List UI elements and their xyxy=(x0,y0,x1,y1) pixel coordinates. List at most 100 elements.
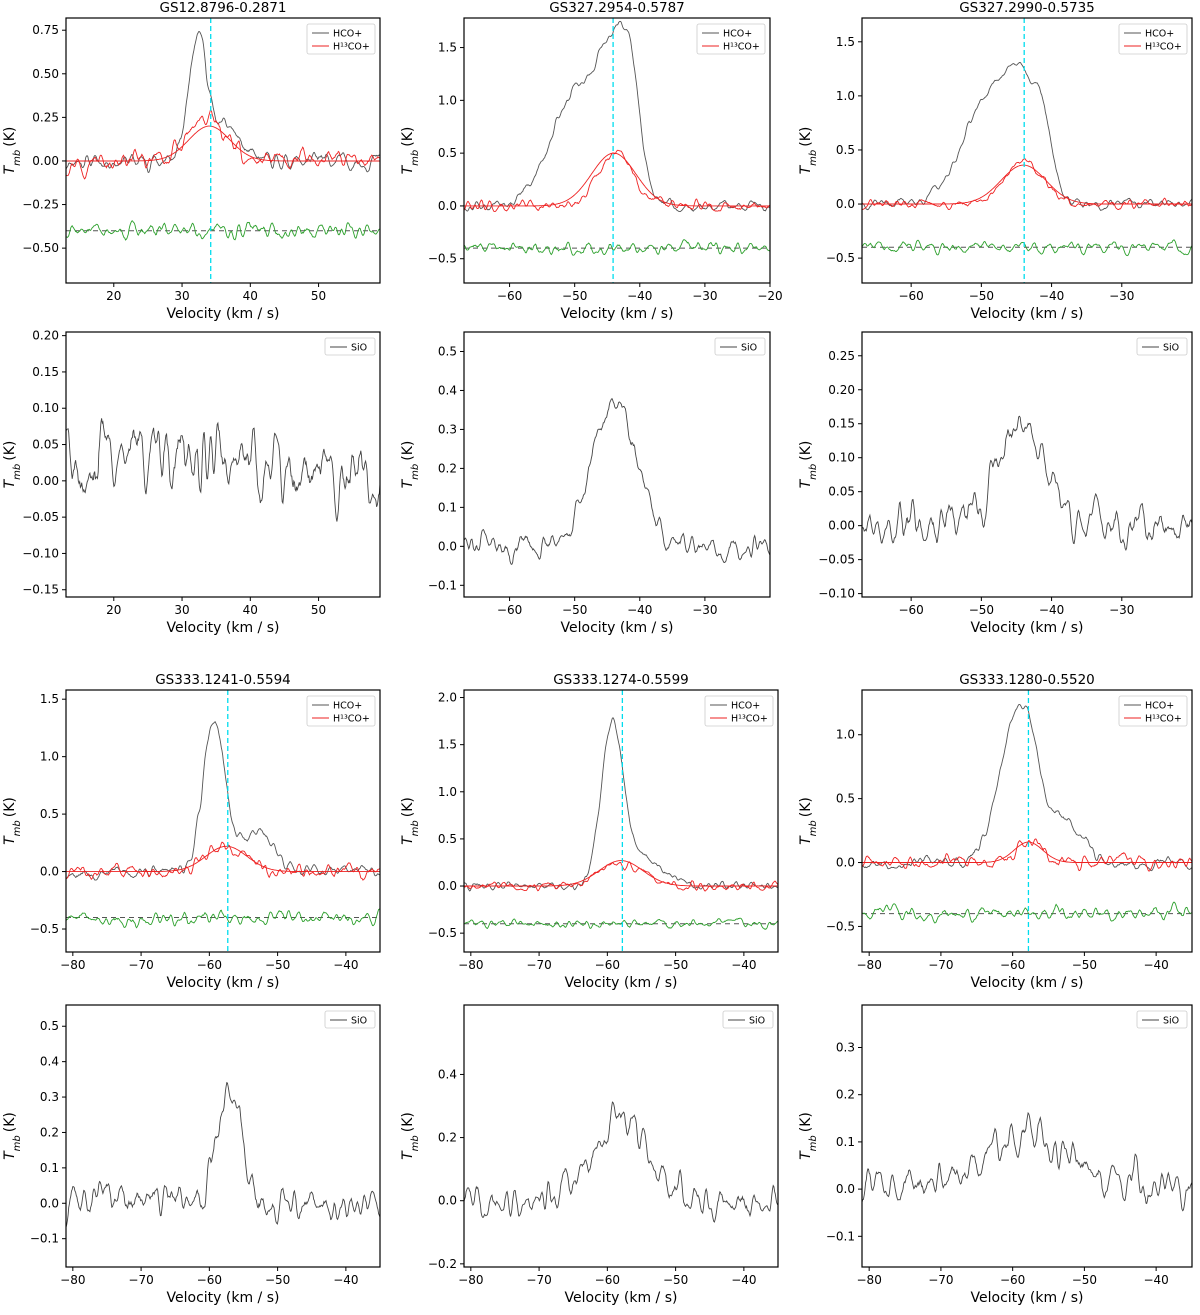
y-axis-label-sub: mb xyxy=(12,820,23,836)
y-tick-label: −0.5 xyxy=(826,251,855,265)
panel-gs333b-hco: −80 −70 −60 −50 −40 −0.5 0.0 0.5 1.0 1.5 2.0 Veloci… xyxy=(400,672,779,991)
legend-label: H¹³CO+ xyxy=(731,714,768,725)
hco-spectrum-line xyxy=(862,704,1192,872)
y-axis-label: Tmb (K) xyxy=(2,797,23,845)
y-tick-label: −0.10 xyxy=(22,546,59,560)
x-tick-label: −40 xyxy=(1039,603,1064,617)
x-tick-label: −80 xyxy=(857,958,882,972)
y-tick-label: −0.2 xyxy=(428,1257,457,1271)
x-axis-label: Velocity (km / s) xyxy=(971,306,1084,322)
plot-area xyxy=(66,1081,380,1228)
x-tick-label: −70 xyxy=(526,1273,551,1287)
x-axis-label: Velocity (km / s) xyxy=(565,975,678,991)
sio-spectrum-line xyxy=(862,415,1192,551)
residual-line xyxy=(464,917,778,930)
x-tick-label: 40 xyxy=(243,603,258,617)
y-axis-label-t: T xyxy=(400,478,416,488)
plot-area xyxy=(464,690,778,952)
y-tick-label: 0.1 xyxy=(836,1135,855,1149)
h13co-fit-line xyxy=(66,845,380,873)
y-axis-label-t: T xyxy=(798,835,814,845)
legend: HCO+ H¹³CO+ xyxy=(1118,23,1188,55)
panel-gs333b-sio: −80 −70 −60 −50 −40 −0.2 0.0 0.2 0.4 Velocity (km… xyxy=(400,1004,779,1306)
x-axis-label: Velocity (km / s) xyxy=(565,1290,678,1306)
x-tick-label: −40 xyxy=(1143,958,1168,972)
x-tick-label: 30 xyxy=(174,603,189,617)
plot-frame xyxy=(861,1004,1193,1268)
plot-frame xyxy=(65,331,381,598)
y-axis-label-sub: mb xyxy=(410,820,421,836)
panel-title: GS333.1274-0.5599 xyxy=(553,672,689,688)
x-tick-label: −50 xyxy=(562,603,587,617)
y-axis-label-t: T xyxy=(2,164,18,174)
y-tick-label: 0.5 xyxy=(836,792,855,806)
h13co-spectrum-line xyxy=(862,158,1192,211)
x-tick-label: −50 xyxy=(969,289,994,303)
panel-title: GS333.1241-0.5594 xyxy=(155,672,291,688)
legend-label: HCO+ xyxy=(333,701,362,712)
legend: SiO xyxy=(324,337,376,356)
x-tick-label: −70 xyxy=(928,1273,953,1287)
y-tick-label: 0.15 xyxy=(828,417,855,431)
y-tick-label: 0.1 xyxy=(40,1161,59,1175)
y-tick-label: 0.2 xyxy=(40,1125,59,1139)
plot-frame xyxy=(861,331,1193,598)
y-tick-label: −0.50 xyxy=(22,241,59,255)
y-axis-label-t: T xyxy=(798,1150,814,1160)
y-axis-label-sub: mb xyxy=(12,1135,23,1151)
x-tick-label: −40 xyxy=(333,958,358,972)
y-axis-label: Tmb (K) xyxy=(798,1112,819,1160)
x-axis-label: Velocity (km / s) xyxy=(971,1290,1084,1306)
x-tick-label: −40 xyxy=(1143,1273,1168,1287)
x-tick-label: −80 xyxy=(60,958,85,972)
y-tick-label: 1.5 xyxy=(438,738,457,752)
x-axis-label: Velocity (km / s) xyxy=(561,620,674,636)
y-axis-label-t: T xyxy=(2,835,18,845)
panel-gs327a-hco: −60 −50 −40 −30 −20 −0.5 0.0 0.5 1.0 1.5 Velocity … xyxy=(400,0,783,322)
y-axis-label-t: T xyxy=(400,1150,416,1160)
y-tick-label: 0.00 xyxy=(32,474,59,488)
y-tick-label: −0.05 xyxy=(818,553,855,567)
y-tick-label: 0.3 xyxy=(438,422,457,436)
panel-gs333a-hco: −80 −70 −60 −50 −40 −0.5 0.0 0.5 1.0 1.5 Velocity … xyxy=(2,672,381,991)
legend: HCO+ H¹³CO+ xyxy=(306,695,376,727)
residual-line xyxy=(464,239,770,256)
legend: HCO+ H¹³CO+ xyxy=(696,23,766,55)
legend: SiO xyxy=(714,337,766,356)
y-axis-label-unit: (K) xyxy=(400,441,416,461)
h13co-fit-line xyxy=(862,164,1192,205)
x-axis-label: Velocity (km / s) xyxy=(167,1290,280,1306)
sio-spectrum-line xyxy=(66,418,380,522)
residual-line xyxy=(66,220,380,241)
x-axis-label: Velocity (km / s) xyxy=(167,306,280,322)
plot-frame xyxy=(463,331,771,598)
y-tick-label: 1.0 xyxy=(836,728,855,742)
h13co-spectrum-line xyxy=(862,838,1192,872)
legend-label: H¹³CO+ xyxy=(333,42,370,53)
legend: SiO xyxy=(722,1010,774,1029)
y-tick-label: 0.0 xyxy=(438,879,457,893)
y-axis-label-t: T xyxy=(798,478,814,488)
panel-title: GS327.2990-0.5735 xyxy=(959,0,1095,16)
y-tick-label: −0.5 xyxy=(428,926,457,940)
y-tick-label: 0.2 xyxy=(438,461,457,475)
y-tick-label: 0.0 xyxy=(438,539,457,553)
y-tick-label: 0.5 xyxy=(438,146,457,160)
y-tick-label: 0.25 xyxy=(32,110,59,124)
x-tick-label: −30 xyxy=(692,603,717,617)
y-tick-label: 0.20 xyxy=(32,329,59,343)
y-axis-label: Tmb (K) xyxy=(2,1112,23,1160)
legend: SiO xyxy=(1136,1010,1188,1029)
y-tick-label: 0.0 xyxy=(40,865,59,879)
legend-label: SiO xyxy=(351,1016,367,1027)
legend-label: HCO+ xyxy=(1145,29,1174,40)
x-tick-label: −40 xyxy=(627,289,652,303)
x-tick-label: −30 xyxy=(692,289,717,303)
y-tick-label: 0.50 xyxy=(32,67,59,81)
x-tick-label: −40 xyxy=(731,1273,756,1287)
y-tick-label: −0.10 xyxy=(818,587,855,601)
y-axis-label-unit: (K) xyxy=(2,797,18,817)
y-tick-label: 1.0 xyxy=(836,89,855,103)
legend-label: H¹³CO+ xyxy=(333,714,370,725)
plot-area xyxy=(464,18,770,283)
